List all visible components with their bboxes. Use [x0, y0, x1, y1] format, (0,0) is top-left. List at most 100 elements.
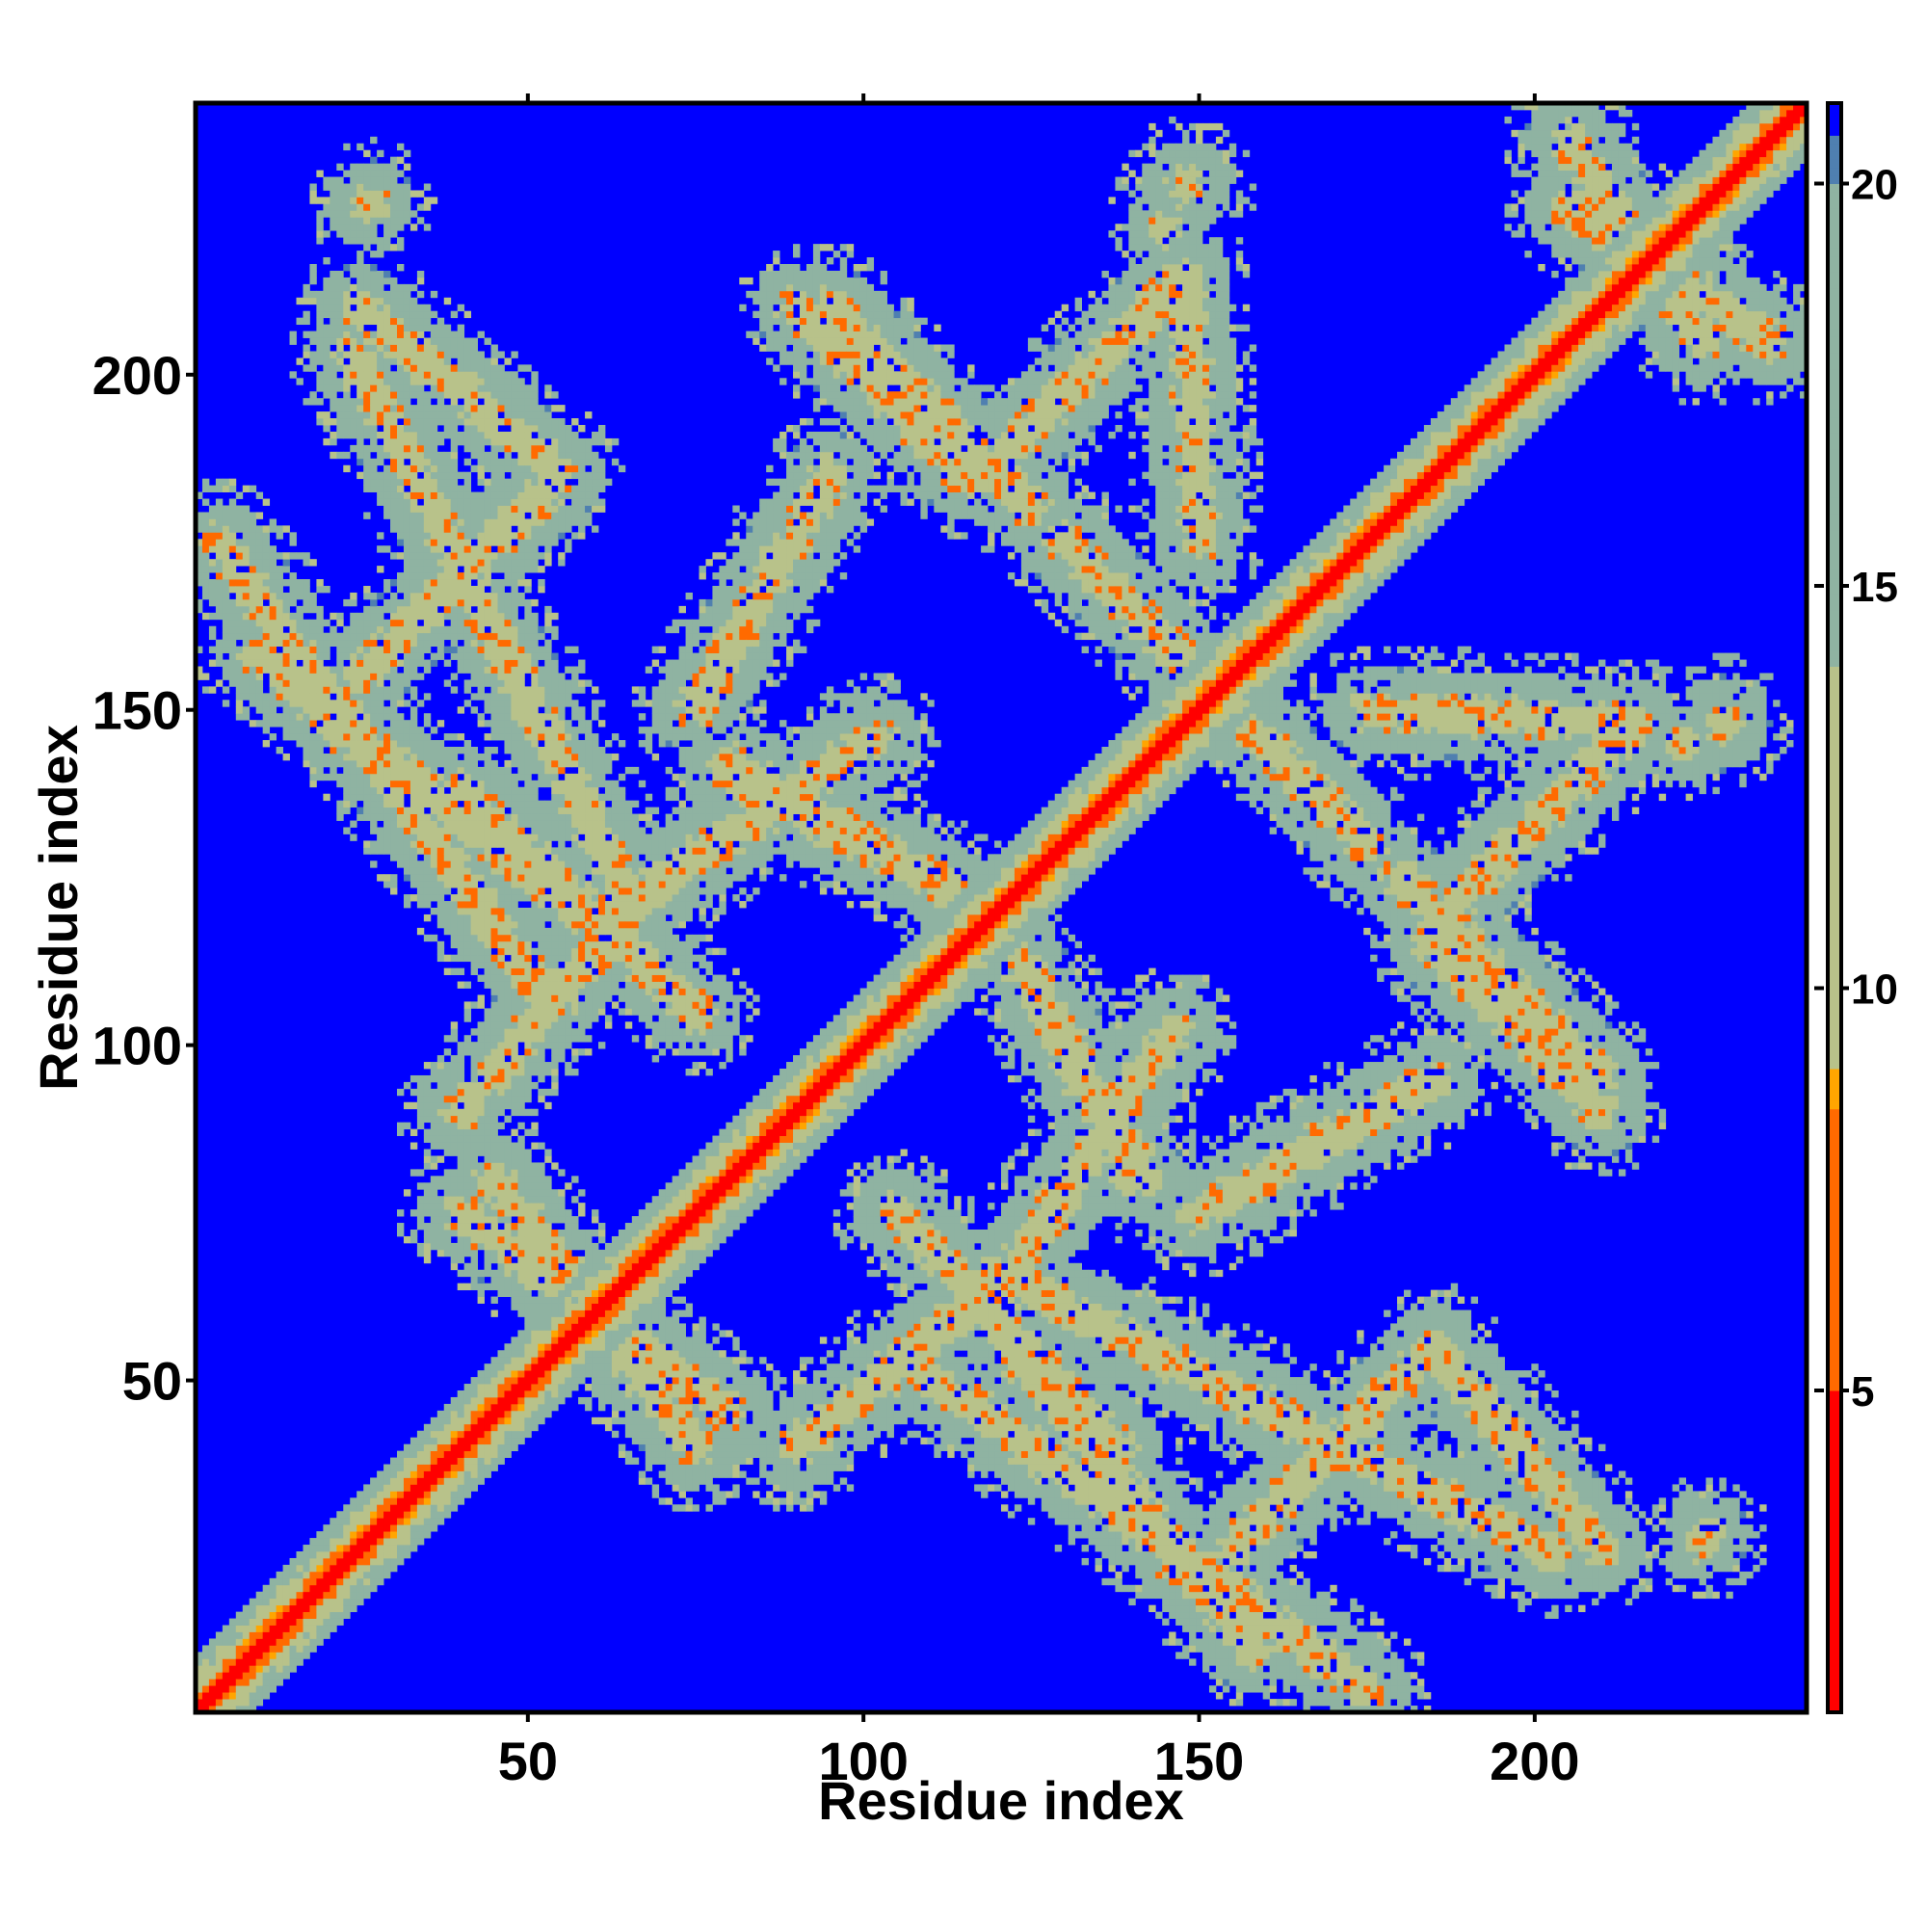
heatmap-cell	[424, 525, 431, 532]
heatmap-cell	[544, 1343, 551, 1350]
heatmap-cell	[323, 1558, 330, 1565]
heatmap-cell	[471, 626, 478, 633]
heatmap-cell	[491, 1196, 498, 1203]
heatmap-cell	[209, 599, 216, 606]
heatmap-cell	[417, 291, 424, 298]
heatmap-cell	[511, 405, 517, 411]
heatmap-cell	[397, 1497, 404, 1504]
heatmap-cell	[511, 613, 517, 620]
heatmap-cell	[451, 1203, 458, 1209]
heatmap-cell	[323, 633, 330, 640]
heatmap-cell	[363, 787, 370, 794]
heatmap-cell	[417, 418, 424, 425]
heatmap-cell	[350, 1585, 356, 1592]
heatmap-cell	[323, 384, 330, 391]
heatmap-cell	[511, 1155, 517, 1162]
heatmap-cell	[350, 801, 356, 807]
heatmap-cell	[531, 1082, 538, 1089]
heatmap-cell	[517, 894, 524, 901]
heatmap-cell	[236, 1645, 243, 1652]
heatmap-cell	[464, 874, 471, 881]
heatmap-cell	[485, 1008, 491, 1015]
heatmap-cell	[424, 1075, 431, 1082]
heatmap-cell	[544, 740, 551, 747]
heatmap-cell	[431, 559, 437, 566]
heatmap-cell	[511, 518, 517, 525]
heatmap-cell	[458, 357, 464, 364]
heatmap-cell	[417, 203, 424, 210]
heatmap-cell	[404, 1491, 410, 1497]
heatmap-cell	[458, 1162, 464, 1169]
heatmap-cell	[410, 653, 417, 660]
heatmap-cell	[404, 667, 410, 674]
heatmap-cell	[504, 620, 511, 626]
heatmap-cell	[464, 1270, 471, 1277]
heatmap-cell	[444, 1123, 451, 1129]
heatmap-cell	[303, 633, 309, 640]
heatmap-cell	[424, 203, 431, 210]
heatmap-cell	[524, 1384, 531, 1390]
heatmap-cell	[544, 1182, 551, 1189]
heatmap-cell	[491, 418, 498, 425]
heatmap-cell	[464, 894, 471, 901]
heatmap-cell	[397, 479, 404, 486]
heatmap-cell	[458, 1223, 464, 1230]
heatmap-cell	[410, 713, 417, 720]
heatmap-cell	[363, 318, 370, 325]
heatmap-cell	[263, 660, 270, 667]
heatmap-cell	[524, 962, 531, 968]
heatmap-cell	[464, 1089, 471, 1096]
heatmap-cell	[377, 653, 383, 660]
heatmap-cell	[498, 948, 505, 955]
heatmap-cell	[544, 1390, 551, 1397]
heatmap-cell	[511, 371, 517, 378]
heatmap-cell	[356, 378, 363, 384]
heatmap-cell	[377, 727, 383, 733]
heatmap-cell	[517, 653, 524, 660]
heatmap-cell	[491, 647, 498, 653]
heatmap-cell	[464, 1465, 471, 1471]
heatmap-cell	[290, 338, 297, 345]
heatmap-cell	[444, 1129, 451, 1136]
heatmap-cell	[504, 1411, 511, 1417]
heatmap-cell	[330, 640, 336, 647]
heatmap-cell	[491, 1216, 498, 1223]
heatmap-cell	[538, 1035, 544, 1042]
heatmap-cell	[377, 391, 383, 398]
heatmap-cell	[377, 492, 383, 499]
heatmap-cell	[424, 552, 431, 559]
heatmap-cell	[544, 1223, 551, 1230]
heatmap-cell	[464, 539, 471, 545]
heatmap-cell	[363, 445, 370, 452]
heatmap-cell	[431, 1216, 437, 1223]
heatmap-cell	[377, 499, 383, 506]
heatmap-cell	[417, 1518, 424, 1524]
heatmap-cell	[478, 411, 485, 418]
heatmap-cell	[309, 1538, 316, 1545]
heatmap-cell	[424, 357, 431, 364]
heatmap-cell	[383, 432, 390, 438]
heatmap-cell	[223, 559, 229, 566]
heatmap-cell	[551, 1304, 558, 1310]
heatmap-cell	[531, 989, 538, 995]
heatmap-cell	[478, 787, 485, 794]
heatmap-cell	[551, 626, 558, 633]
heatmap-cell	[544, 1350, 551, 1357]
heatmap-cell	[243, 653, 250, 660]
heatmap-cell	[458, 579, 464, 586]
heatmap-cell	[538, 479, 544, 486]
heatmap-cell	[223, 673, 229, 679]
heatmap-cell	[283, 525, 290, 532]
heatmap-cell	[504, 593, 511, 599]
heatmap-cell	[370, 197, 377, 203]
heatmap-cell	[531, 1143, 538, 1150]
heatmap-cell	[498, 512, 505, 518]
heatmap-cell	[209, 525, 216, 532]
heatmap-cell	[316, 673, 323, 679]
heatmap-cell	[323, 733, 330, 740]
heatmap-cell	[323, 586, 330, 593]
heatmap-cell	[444, 781, 451, 787]
heatmap-cell	[377, 647, 383, 653]
heatmap-cell	[309, 760, 316, 767]
heatmap-cell	[517, 465, 524, 472]
